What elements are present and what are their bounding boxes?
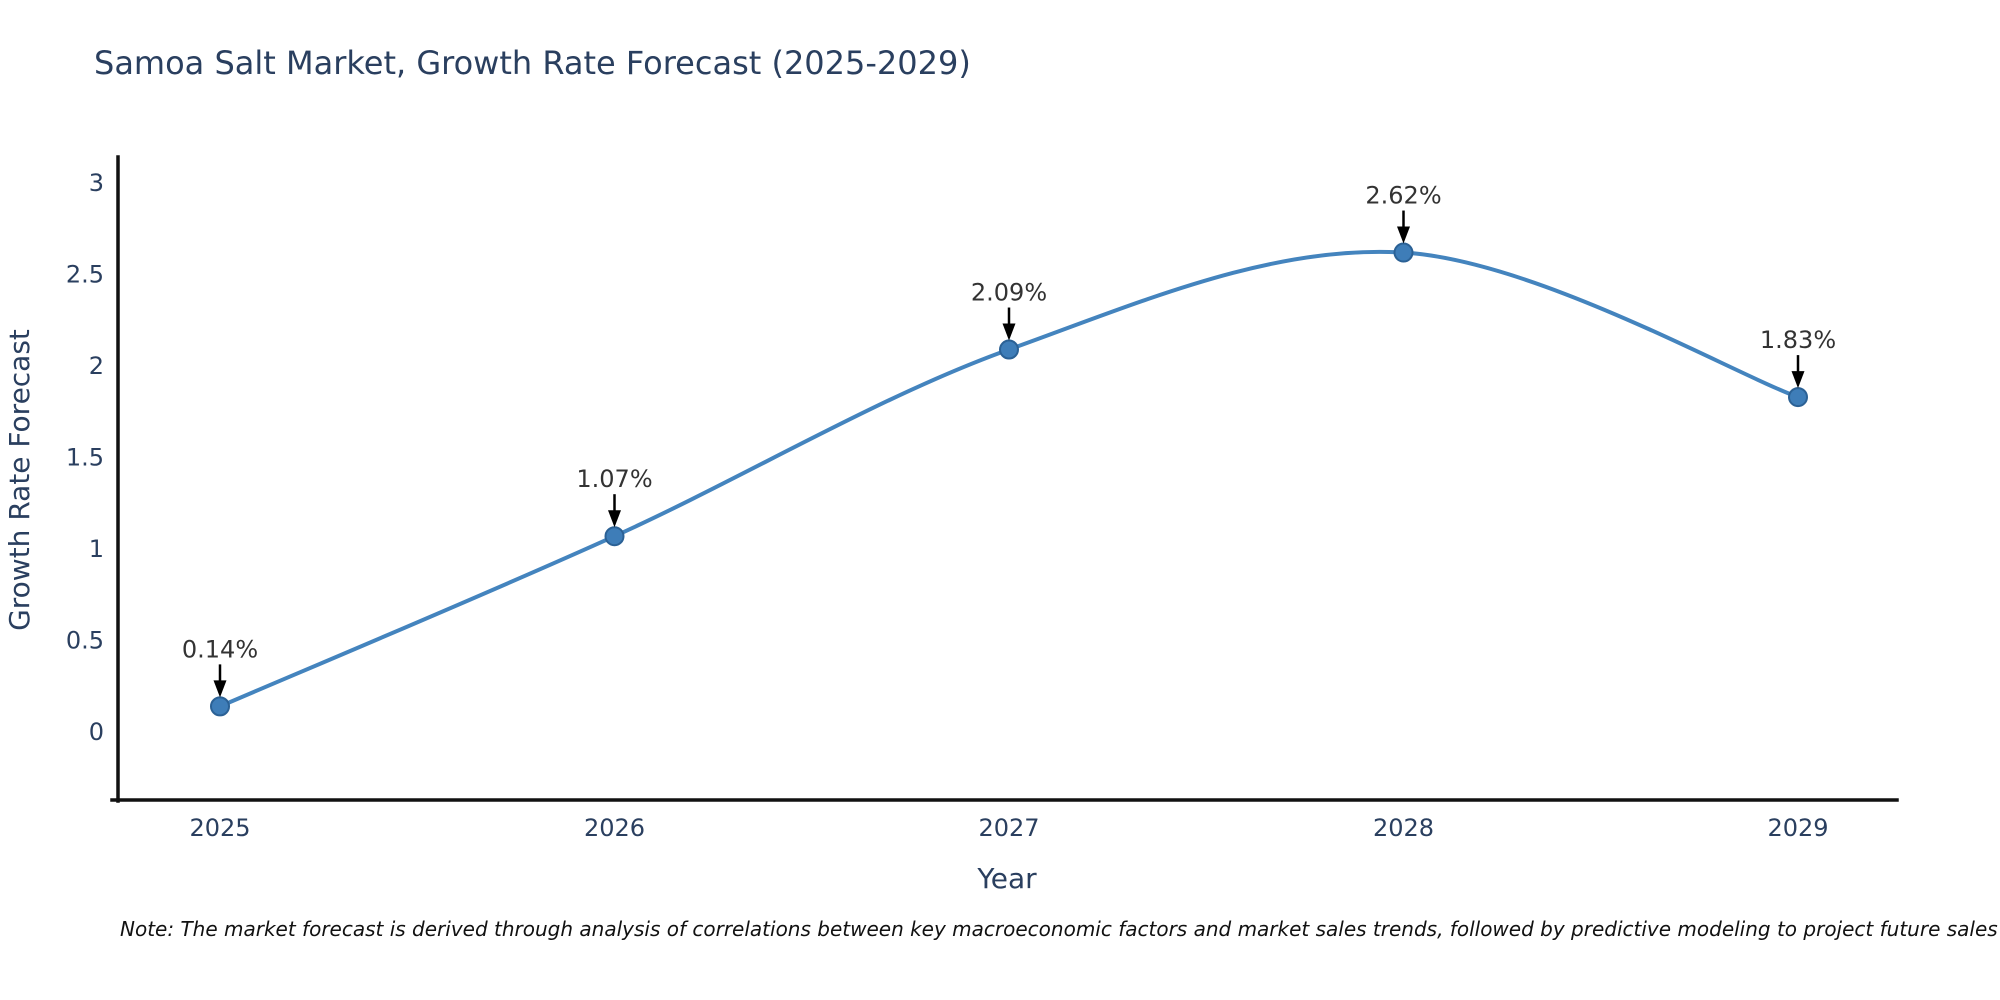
x-tick-label: 2026 [584,814,645,842]
y-tick-label: 0 [89,718,104,746]
y-tick-label: 3 [89,169,104,197]
y-tick-label: 2 [89,352,104,380]
point-value-label: 1.07% [576,465,652,493]
annotation-arrowhead-icon [213,680,227,698]
x-tick-label: 2027 [978,814,1039,842]
x-axis-title: Year [976,862,1037,895]
y-tick-label: 1 [89,535,104,563]
y-tick-label: 1.5 [66,444,104,472]
footnote: Note: The market forecast is derived thr… [120,917,1998,941]
annotation-arrowhead-icon [1397,226,1410,244]
data-point-marker[interactable] [1788,387,1808,408]
y-axis-ticks: 0 0.5 1 1.5 2 2.5 3 [66,169,104,746]
point-value-label: 0.14% [182,635,258,663]
data-point-marker[interactable] [1393,242,1414,263]
x-axis-ticks: 2025 2026 2027 2028 2029 [189,814,1828,842]
point-value-label: 2.09% [971,279,1047,307]
x-tick-label: 2029 [1767,814,1828,842]
forecast-line-series [210,242,1808,717]
point-value-label: 1.83% [1760,326,1836,354]
y-tick-label: 0.5 [66,627,104,655]
x-tick-label: 2025 [189,814,250,842]
x-tick-label: 2028 [1373,814,1434,842]
chart-title: Samoa Salt Market, Growth Rate Forecast … [94,44,971,82]
annotation-arrowhead-icon [1791,371,1805,389]
annotation-arrowhead-icon [608,510,621,528]
point-value-label: 2.62% [1365,182,1441,210]
y-tick-label: 2.5 [66,261,104,289]
data-point-marker[interactable] [604,526,625,547]
y-axis-title: Growth Rate Forecast [3,329,36,631]
data-point-marker[interactable] [210,696,230,717]
point-annotations: 0.14% 1.07% 2.09% 2.62% 1.83% [182,182,1836,698]
data-point-marker[interactable] [999,339,1019,360]
annotation-arrowhead-icon [1002,323,1016,341]
